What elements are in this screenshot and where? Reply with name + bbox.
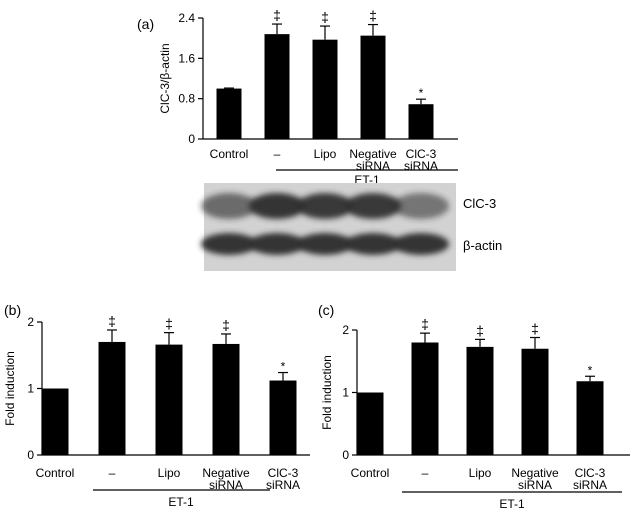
group-label-et1: ET-1 [499, 497, 525, 511]
bar-negative-sirna [521, 348, 549, 455]
category-label-negative-sirna: siRNA [356, 159, 390, 173]
category-label-clc-3-sirna: siRNA [404, 159, 438, 173]
y-axis-title: Fold induction [320, 355, 334, 430]
blot-band-actin-lane-3 [297, 233, 353, 255]
chart-panel-b: (b) 0 1 2 Fold induction Control ‡ – ‡ Lipo ‡ Negat… [3, 302, 310, 509]
significance-marker-double-dagger: ‡ [273, 7, 281, 23]
blot-band-clc-3-lane-3 [297, 193, 353, 219]
bar-none [411, 342, 439, 455]
bar-control [41, 388, 69, 455]
significance-marker-double-dagger: ‡ [321, 9, 329, 25]
chart-panel-a: (a) 0 0.8 1.6 2.4 ClC-3/β-actin Control ‡ – ‡ Lipo… [137, 7, 458, 187]
blot-band-actin-lane-1 [201, 233, 257, 255]
y-tick-label: 1.6 [178, 51, 195, 65]
category-label-lipo: Lipo [314, 147, 337, 161]
chart-panel-c: (c) 0 1 2 Fold induction Control ‡ – ‡ Lipo ‡ Negat… [318, 302, 630, 511]
bar-negative-sirna [360, 35, 386, 140]
bar-clc-3-sirna [269, 380, 297, 455]
blot-band-clc-3-lane-2 [249, 193, 305, 219]
significance-marker-double-dagger: ‡ [476, 322, 484, 338]
blot-label-clc3: ClC-3 [463, 196, 496, 211]
bar-none [98, 341, 126, 455]
y-tick-label: 2 [27, 315, 34, 329]
y-tick-label: 0 [27, 448, 34, 462]
blot-band-clc-3-lane-1 [201, 193, 257, 219]
category-label-negative-sirna: Negative [202, 466, 250, 480]
panel-label-a: (a) [137, 16, 154, 32]
blot-band-actin-lane-5 [393, 233, 449, 255]
bar-negative-sirna [212, 343, 240, 455]
panel-label-b: (b) [4, 302, 21, 318]
category-label-none: – [422, 466, 429, 480]
bar-none [264, 34, 290, 140]
blot-label-beta-actin: β-actin [463, 238, 502, 253]
category-label-lipo: Lipo [158, 466, 181, 480]
category-label-lipo: Lipo [469, 466, 492, 480]
bar-lipo [466, 346, 494, 455]
bar-lipo [312, 39, 338, 139]
panel-label-c: (c) [318, 302, 334, 318]
category-label-negative-sirna: Negative [511, 466, 559, 480]
category-label-clc-3-sirna: ClC-3 [406, 147, 437, 161]
y-tick-label: 1 [27, 382, 34, 396]
blot-band-actin-lane-4 [345, 233, 401, 255]
significance-marker-double-dagger: ‡ [531, 321, 539, 337]
y-axis-title: Fold induction [3, 351, 17, 426]
significance-marker-double-dagger: ‡ [222, 317, 230, 333]
group-label-et1: ET-1 [168, 495, 194, 509]
bar-control [216, 88, 242, 139]
y-tick-label: 1 [342, 386, 349, 400]
category-label-control: Control [210, 147, 249, 161]
significance-marker-double-dagger: ‡ [421, 316, 429, 332]
category-label-none: – [274, 147, 281, 161]
significance-marker-star: * [419, 86, 424, 100]
y-tick-label: 0 [188, 132, 195, 146]
category-label-control: Control [351, 466, 390, 480]
y-tick-label: 2 [342, 323, 349, 337]
category-label-none: – [109, 466, 116, 480]
y-tick-label: 0.8 [178, 92, 195, 106]
significance-marker-double-dagger: ‡ [369, 8, 377, 24]
blot-band-clc-3-lane-5 [393, 193, 449, 219]
blot-band-clc-3-lane-4 [345, 193, 401, 219]
category-label-clc-3-sirna: siRNA [266, 478, 300, 492]
category-label-negative-sirna: Negative [349, 147, 397, 161]
category-label-control: Control [36, 466, 75, 480]
significance-marker-star: * [588, 363, 593, 377]
category-label-clc-3-sirna: siRNA [573, 478, 607, 492]
blot-band-actin-lane-2 [249, 233, 305, 255]
bar-lipo [155, 344, 183, 455]
y-tick-label: 2.4 [178, 11, 195, 25]
blot-bands [201, 193, 449, 255]
western-blot: ClC-3 β-actin [201, 183, 502, 271]
significance-marker-double-dagger: ‡ [108, 313, 116, 329]
bar-clc-3-sirna [576, 381, 604, 455]
bar-clc-3-sirna [408, 104, 434, 139]
category-label-clc-3-sirna: ClC-3 [575, 466, 606, 480]
category-label-negative-sirna: siRNA [209, 478, 243, 492]
y-tick-label: 0 [342, 448, 349, 462]
y-axis-title: ClC-3/β-actin [158, 43, 172, 113]
category-label-clc-3-sirna: ClC-3 [268, 466, 299, 480]
category-label-negative-sirna: siRNA [518, 478, 552, 492]
bar-control [356, 392, 384, 455]
significance-marker-star: * [281, 360, 286, 374]
significance-marker-double-dagger: ‡ [165, 316, 173, 332]
